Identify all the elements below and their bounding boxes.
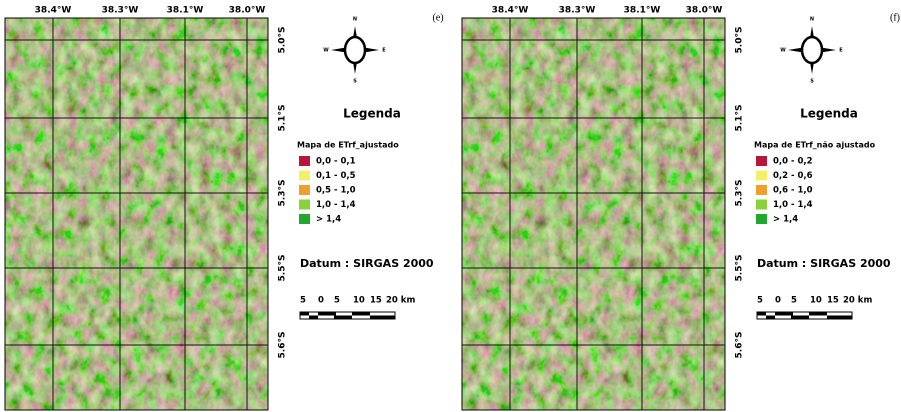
scale-segment [334, 316, 352, 320]
legend-label: 0,0 - 0,2 [773, 157, 813, 167]
compass-letter: W [780, 48, 786, 54]
latitude-label: 5.5°S [278, 255, 288, 282]
scale-label: 10 [353, 296, 365, 306]
scale-segment [809, 312, 827, 316]
legend-subtitle: Mapa de ETrf_ajustado [297, 141, 399, 150]
latitude-label: 5.1°S [735, 105, 745, 132]
map-relief [462, 18, 725, 410]
scale-segment [352, 312, 370, 316]
scale-segment [791, 316, 809, 320]
legend-label: > 1,4 [316, 215, 341, 225]
scale-segment [757, 312, 766, 316]
latitude-label: 5.5°S [735, 255, 745, 282]
legend-title: Legenda [800, 107, 858, 121]
compass-letter: N [810, 17, 814, 23]
datum-label: Datum : SIRGAS 2000 [300, 257, 434, 270]
scale-segment [300, 312, 309, 316]
scale-segment [309, 316, 318, 320]
scale-label: 5 [300, 296, 306, 306]
compass-letter: E [839, 48, 843, 54]
legend-swatch [299, 214, 310, 224]
legend-label: 0,1 - 0,5 [316, 171, 356, 181]
compass-ring [802, 37, 822, 63]
map-relief [5, 18, 268, 410]
compass-letter: N [353, 17, 357, 23]
scale-label: 15 [370, 296, 382, 306]
map-panel: 38.4°W 38.3°W 38.1°W 38.0°W 5.0°S 5.1°S 5.3°S 5… [462, 6, 900, 411]
legend-label: > 1,4 [773, 215, 798, 225]
compass-letter: S [353, 79, 357, 85]
legend-swatch [756, 171, 767, 181]
legend-label: 0,5 - 1,0 [316, 186, 356, 196]
legend-swatch [299, 156, 310, 166]
datum-label: Datum : SIRGAS 2000 [757, 257, 891, 270]
longitude-label: 38.0°W [686, 6, 723, 16]
panel-label: (f) [890, 12, 900, 23]
longitude-label: 38.1°W [624, 6, 661, 16]
latitude-label: 5.1°S [278, 105, 288, 132]
scale-label: 20 km [386, 296, 415, 306]
latitude-label: 5.0°S [735, 27, 745, 54]
scale-label: 5 [791, 296, 797, 306]
scale-segment [775, 312, 793, 316]
figure: 38.4°W 38.3°W 38.1°W 38.0°W 5.0°S 5.1°S 5.3°S 5… [0, 0, 901, 412]
scale-label: 15 [827, 296, 839, 306]
latitude-label: 5.6°S [278, 332, 288, 359]
scale-label: 5 [334, 296, 340, 306]
scale-label: 5 [757, 296, 763, 306]
scale-label: 0 [318, 296, 324, 306]
longitude-label: 38.4°W [35, 6, 72, 16]
compass-letter: W [323, 48, 329, 54]
longitude-label: 38.4°W [492, 6, 529, 16]
legend-label: 0,6 - 1,0 [773, 186, 813, 196]
legend-label: 1,0 - 1,4 [773, 200, 813, 210]
legend-swatch [756, 200, 767, 210]
map-panel: 38.4°W 38.3°W 38.1°W 38.0°W 5.0°S 5.1°S 5.3°S 5… [5, 6, 444, 411]
longitude-label: 38.3°W [102, 6, 139, 16]
compass-ring [345, 37, 365, 63]
scale-label: 10 [810, 296, 822, 306]
longitude-label: 38.3°W [559, 6, 596, 16]
latitude-label: 5.3°S [278, 180, 288, 207]
scale-segment [318, 312, 336, 316]
legend-swatch [756, 214, 767, 224]
compass-letter: S [810, 79, 814, 85]
legend-swatch [299, 200, 310, 210]
scale-segment [370, 316, 395, 320]
legend-swatch [756, 185, 767, 195]
longitude-label: 38.1°W [167, 6, 204, 16]
compass-letter: E [382, 48, 386, 54]
legend-title: Legenda [343, 107, 401, 121]
latitude-label: 5.6°S [735, 332, 745, 359]
legend-label: 0,2 - 0,6 [773, 171, 813, 181]
legend-swatch [299, 185, 310, 195]
legend-label: 1,0 - 1,4 [316, 200, 356, 210]
panel-label: (e) [432, 12, 443, 23]
scale-segment [766, 316, 775, 320]
scale-label: 20 km [843, 296, 872, 306]
longitude-label: 38.0°W [229, 6, 266, 16]
latitude-label: 5.0°S [278, 27, 288, 54]
legend-label: 0,0 - 0,1 [316, 157, 356, 167]
legend-subtitle: Mapa de ETrf_não ajustado [754, 141, 876, 150]
scale-segment [827, 316, 852, 320]
legend-swatch [299, 171, 310, 181]
scale-label: 0 [775, 296, 781, 306]
legend-swatch [756, 156, 767, 166]
latitude-label: 5.3°S [735, 180, 745, 207]
